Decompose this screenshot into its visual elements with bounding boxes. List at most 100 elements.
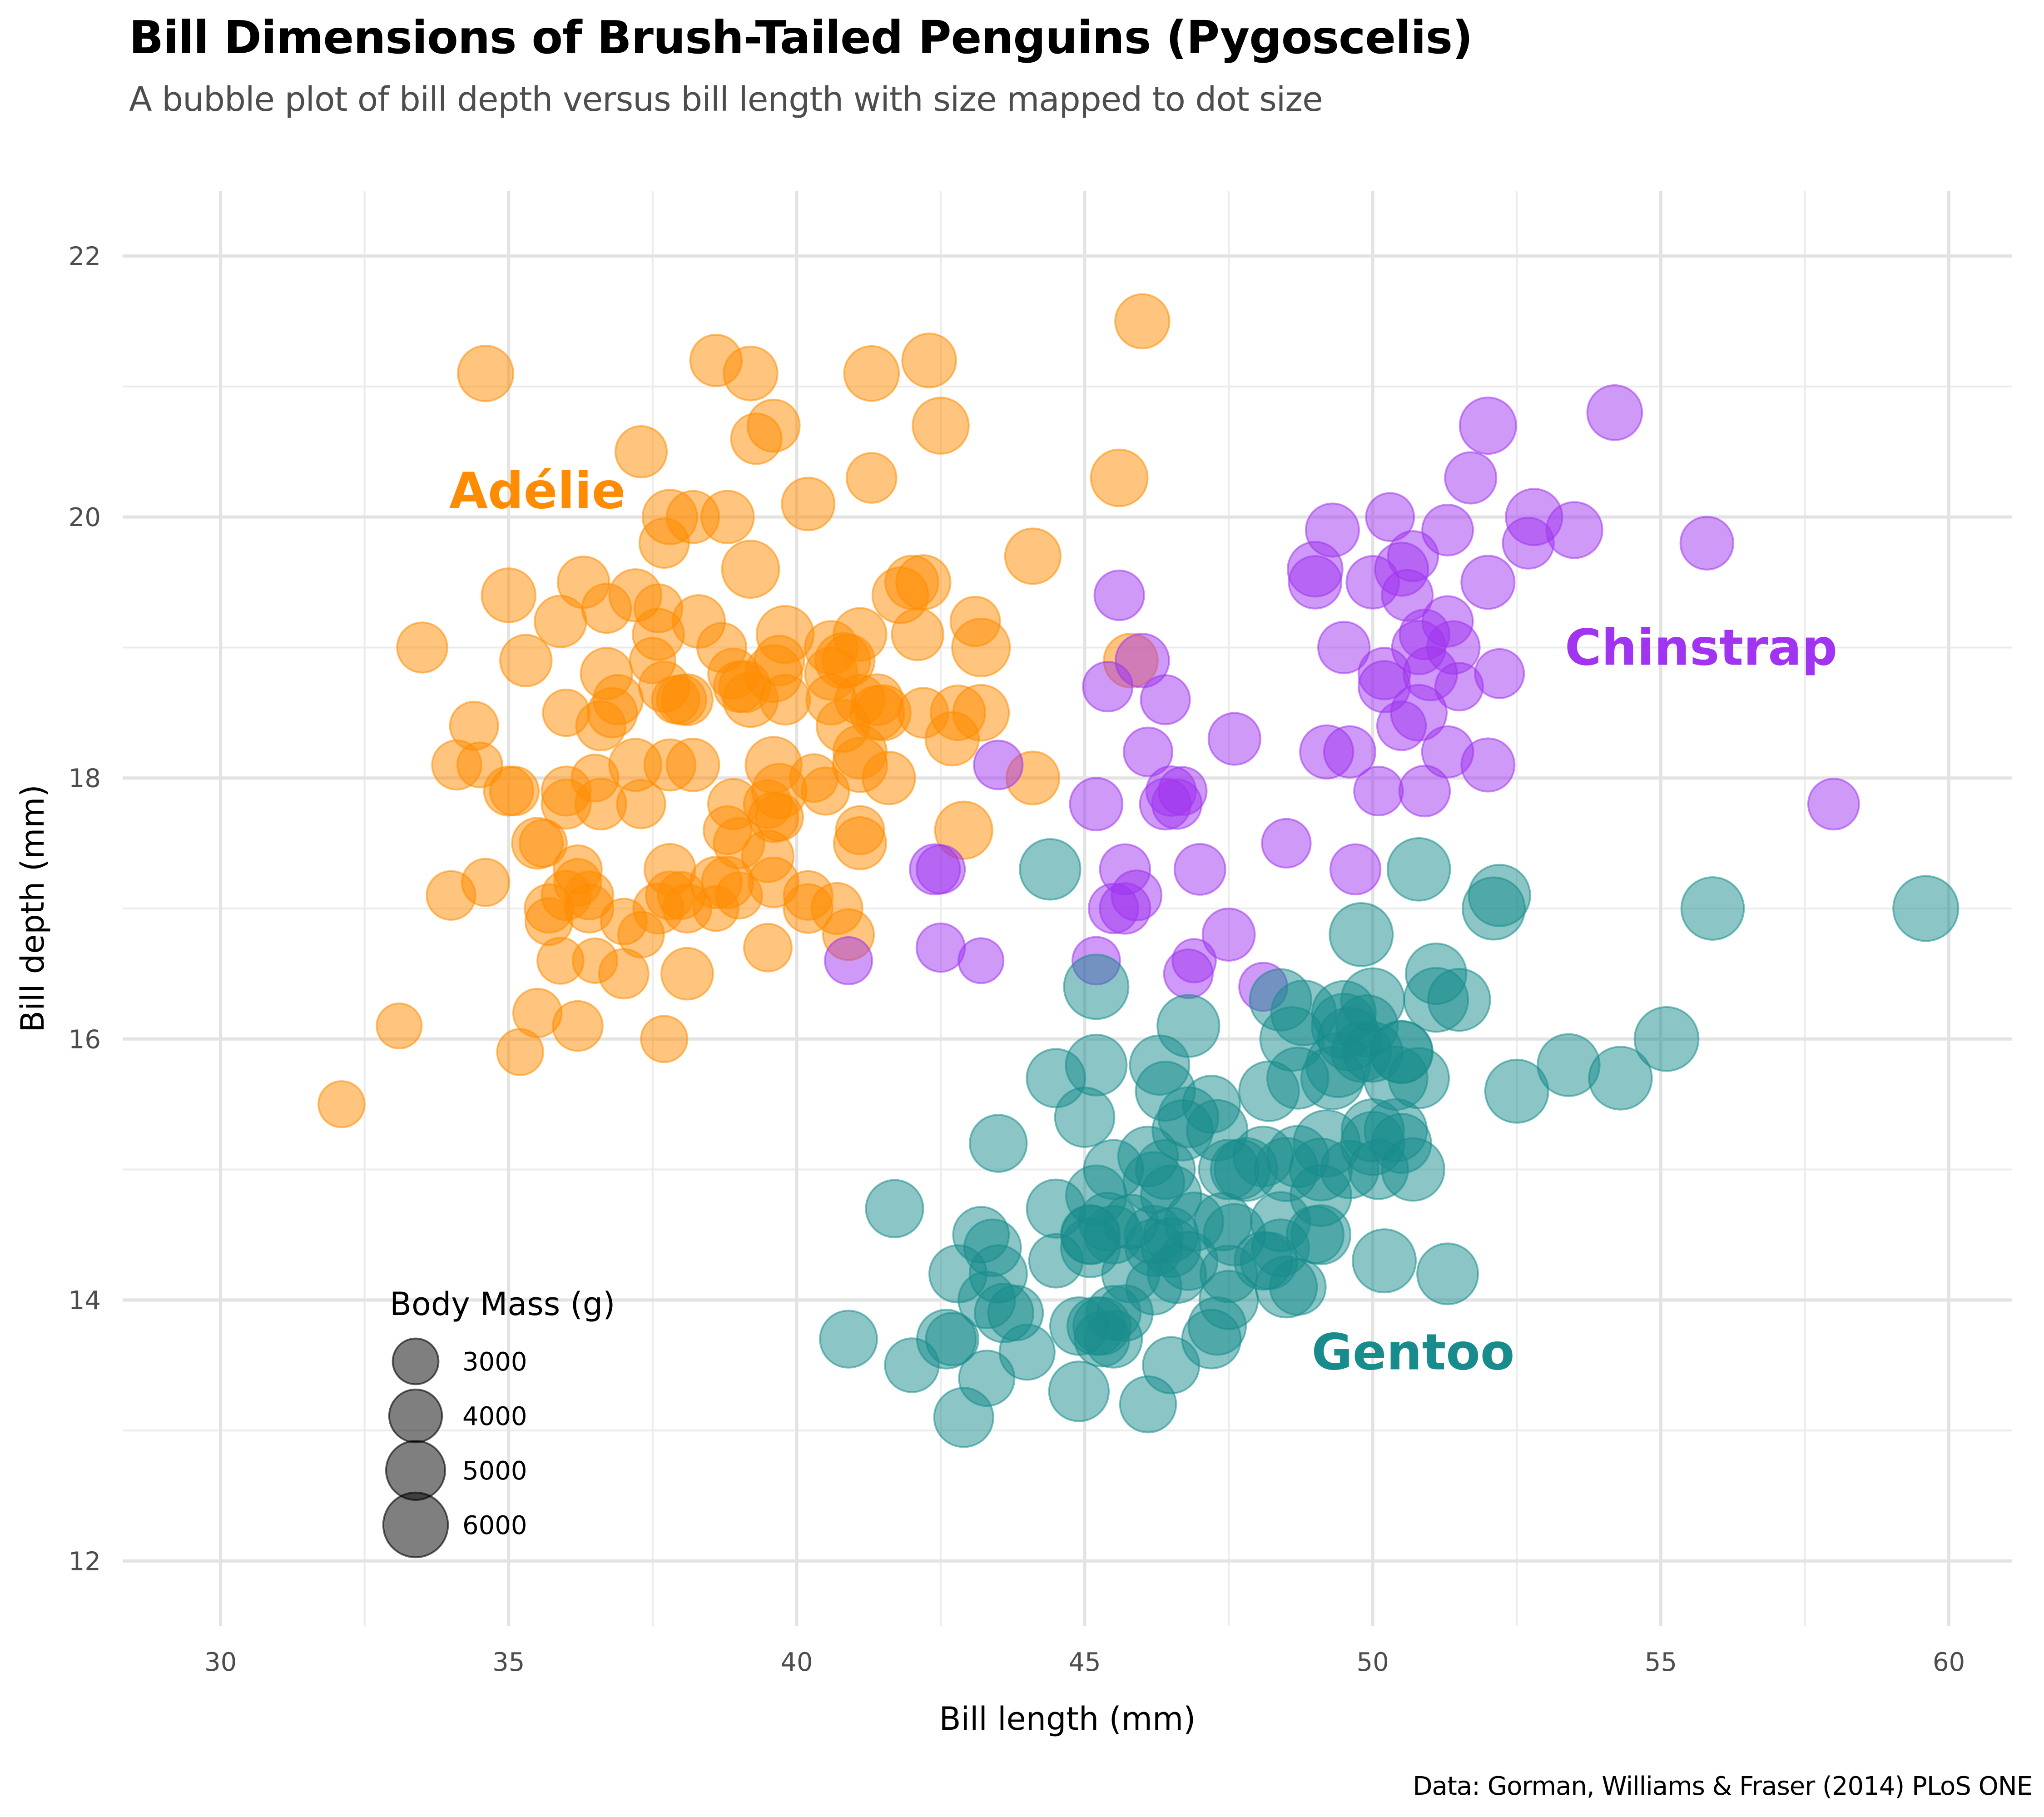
series-label-gentoo: Gentoo xyxy=(1312,1323,1515,1381)
x-tick-label: 60 xyxy=(1933,1648,1965,1677)
data-point-adlie xyxy=(318,1080,366,1128)
data-point-chinstrap xyxy=(1173,843,1226,896)
series-label-chinstrap: Chinstrap xyxy=(1565,618,1837,676)
data-point-adlie xyxy=(665,738,720,792)
y-tick-label: 14 xyxy=(69,1286,101,1316)
data-point-gentoo xyxy=(1048,1360,1110,1422)
data-point-chinstrap xyxy=(958,937,1005,984)
data-point-chinstrap xyxy=(1807,778,1860,831)
data-point-adlie xyxy=(746,398,801,453)
axes: 30 35 40 45 50 55 60 12 14 16 18 20 22 Bill length (m… xyxy=(14,242,1965,1738)
chart-title: Bill Dimensions of Brush-Tailed Penguins… xyxy=(129,11,1473,64)
data-point-adlie xyxy=(891,608,944,661)
data-point-adlie xyxy=(518,819,568,868)
data-point-chinstrap xyxy=(973,740,1024,790)
data-point-gentoo xyxy=(1416,1242,1479,1306)
data-point-adlie xyxy=(934,800,993,860)
y-tick-label: 20 xyxy=(69,503,101,532)
data-point-adlie xyxy=(552,1000,604,1052)
data-point-gentoo xyxy=(1156,994,1220,1058)
data-point-adlie xyxy=(759,674,811,726)
y-axis-title: Bill depth (mm) xyxy=(14,784,51,1033)
data-point-chinstrap xyxy=(1261,818,1312,869)
data-point-adlie xyxy=(912,397,970,455)
data-point-chinstrap xyxy=(1353,765,1404,817)
data-point-gentoo xyxy=(1484,1058,1549,1124)
series-labels: Adélie Chinstrap Gentoo xyxy=(449,462,1837,1381)
data-point-chinstrap xyxy=(1460,555,1516,610)
data-point-chinstrap xyxy=(1201,908,1256,962)
data-point-chinstrap xyxy=(1323,725,1376,779)
data-point-gentoo xyxy=(1381,1137,1445,1202)
data-point-gentoo xyxy=(1427,968,1491,1032)
data-point-adlie xyxy=(743,923,793,973)
legend-key-circle xyxy=(392,1337,440,1385)
data-point-adlie xyxy=(895,554,952,611)
size-legend: Body Mass (g) 3000 4000 5000 6000 xyxy=(382,1286,615,1559)
data-point-chinstrap xyxy=(1460,737,1516,793)
data-point-gentoo xyxy=(1388,1047,1450,1109)
data-point-gentoo xyxy=(969,1114,1028,1173)
data-point-adlie xyxy=(700,490,755,545)
data-point-chinstrap xyxy=(1459,397,1517,455)
data-point-chinstrap xyxy=(915,844,966,895)
legend-key-label: 3000 xyxy=(462,1347,527,1377)
data-point-chinstrap xyxy=(824,936,873,985)
x-axis-title: Bill length (mm) xyxy=(939,1700,1196,1738)
data-point-chinstrap xyxy=(1140,674,1191,725)
data-point-gentoo xyxy=(1269,1258,1327,1316)
data-point-chinstrap xyxy=(1317,621,1371,675)
data-point-gentoo xyxy=(1054,1087,1116,1148)
data-point-chinstrap xyxy=(1069,777,1124,832)
legend-key-label: 6000 xyxy=(462,1511,527,1540)
legend-title: Body Mass (g) xyxy=(390,1286,615,1323)
data-point-adlie xyxy=(481,567,537,623)
data-point-adlie xyxy=(1114,293,1171,349)
data-point-adlie xyxy=(721,540,780,599)
data-point-adlie xyxy=(640,1015,689,1063)
data-point-gentoo xyxy=(1063,953,1130,1020)
data-point-adlie xyxy=(660,947,714,1001)
legend-key-label: 5000 xyxy=(462,1456,527,1486)
data-point-chinstrap xyxy=(1474,648,1525,699)
data-point-gentoo xyxy=(1386,837,1451,902)
data-point-chinstrap xyxy=(1305,502,1360,558)
data-point-gentoo xyxy=(1065,1033,1128,1097)
series-label-adlie: Adélie xyxy=(449,462,626,520)
data-point-gentoo xyxy=(925,1312,980,1366)
data-point-chinstrap xyxy=(915,922,966,973)
legend-key-label: 4000 xyxy=(462,1402,527,1431)
data-point-adlie xyxy=(781,477,836,531)
data-source-caption: Data: Gorman, Williams & Fraser (2014) P… xyxy=(1413,1772,2033,1801)
data-point-gentoo xyxy=(1680,876,1745,941)
data-point-adlie xyxy=(952,684,1010,742)
data-point-chinstrap xyxy=(1329,843,1382,896)
data-point-adlie xyxy=(723,345,779,402)
data-point-adlie xyxy=(845,452,898,504)
data-points xyxy=(318,293,1960,1448)
data-point-adlie xyxy=(614,425,668,479)
data-point-adlie xyxy=(1004,527,1062,585)
x-tick-label: 45 xyxy=(1068,1648,1101,1677)
x-tick-label: 50 xyxy=(1357,1648,1389,1677)
data-point-chinstrap xyxy=(1365,492,1415,542)
data-point-adlie xyxy=(833,607,888,662)
data-point-adlie xyxy=(489,765,540,817)
data-point-adlie xyxy=(396,621,448,674)
data-point-chinstrap xyxy=(1093,569,1145,621)
data-point-adlie xyxy=(592,674,644,725)
y-tick-label: 18 xyxy=(69,764,101,794)
chart-subtitle: A bubble plot of bill depth versus bill … xyxy=(129,80,1323,119)
legend-key-circle xyxy=(382,1491,449,1559)
data-point-chinstrap xyxy=(1679,516,1734,571)
data-point-gentoo xyxy=(1588,1046,1653,1111)
data-point-adlie xyxy=(833,816,887,870)
x-tick-label: 30 xyxy=(204,1648,237,1677)
data-point-gentoo xyxy=(958,1350,1016,1407)
data-point-adlie xyxy=(616,779,666,829)
data-point-gentoo xyxy=(1019,838,1082,901)
data-point-adlie xyxy=(461,858,511,907)
data-point-chinstrap xyxy=(1398,765,1451,818)
data-point-chinstrap xyxy=(1114,633,1170,689)
x-tick-label: 55 xyxy=(1645,1648,1677,1677)
